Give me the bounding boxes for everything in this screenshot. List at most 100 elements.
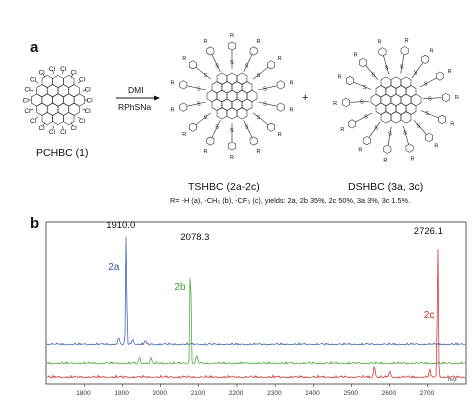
- s-atom-label: S: [263, 102, 267, 108]
- s-atom-label: S: [230, 60, 234, 66]
- series-label-2a: 2a: [108, 262, 120, 273]
- r-group-label: R: [455, 95, 459, 101]
- cl-atom-label: Cl: [49, 129, 56, 136]
- phenyl-ring: [179, 80, 188, 90]
- cl-atom-label: Cl: [30, 77, 37, 84]
- cl-bond: [29, 108, 34, 111]
- cl-atom-label: Cl: [85, 86, 92, 93]
- phenyl-ring: [405, 143, 414, 153]
- cl-bond: [34, 116, 39, 120]
- pchbc-core-ring: [52, 112, 64, 125]
- cl-atom-label: Cl: [60, 129, 67, 136]
- thioether-bond: [350, 101, 370, 103]
- dshbc-core-ring: [400, 111, 412, 124]
- x-tick-label: 2400: [305, 390, 320, 397]
- plus-sign: +: [302, 92, 308, 104]
- phenyl-ring: [346, 76, 354, 86]
- s-atom-label: S: [424, 82, 428, 88]
- x-tick-label: 1800: [76, 390, 91, 397]
- tshbc-core-ring: [236, 107, 248, 120]
- phenyl-ring: [425, 132, 433, 143]
- peak-label-2b: 2078.3: [180, 232, 209, 243]
- thioether-bond: [403, 125, 409, 145]
- thioether-bond: [243, 54, 253, 72]
- cl-bond: [62, 70, 64, 75]
- r-group-label: R: [378, 39, 382, 45]
- r-group-label: R: [230, 33, 234, 39]
- s-atom-label: S: [257, 73, 261, 79]
- cl-atom-label: Cl: [39, 125, 46, 132]
- cl-atom-label: Cl: [85, 108, 92, 115]
- s-atom-label: S: [425, 111, 429, 117]
- r-group-label: R: [182, 56, 186, 62]
- phenyl-ring: [359, 57, 367, 68]
- thioether-bond: [195, 112, 212, 125]
- thioether-bond: [383, 55, 389, 75]
- thioether-bond: [353, 81, 372, 90]
- phenyl-ring: [342, 97, 350, 108]
- phenyl-ring: [276, 80, 285, 90]
- phenyl-ring: [267, 60, 276, 70]
- s-atom-label: S: [203, 73, 207, 79]
- s-atom-label: S: [245, 125, 249, 131]
- r-group-label: R: [450, 122, 454, 128]
- tshbc-core-ring: [226, 107, 238, 120]
- cl-atom-label: Cl: [60, 66, 67, 73]
- tshbc-structure: S R S R S R S R S R S R S R S R S R S R S R S R S R S R: [171, 33, 294, 161]
- cl-atom-label: Cl: [71, 70, 78, 77]
- thioether-bond: [243, 120, 253, 138]
- cl-atom-label: Cl: [79, 77, 86, 84]
- phenyl-ring: [400, 46, 409, 56]
- thioether-bond: [187, 101, 206, 107]
- phenyl-ring: [267, 122, 276, 132]
- phenyl-ring: [421, 54, 430, 64]
- dshbc-structure: S R S R S R S R S R S R S R S R S R S R S R S R S R S R: [333, 38, 459, 164]
- s-atom-label: S: [215, 125, 219, 131]
- cl-atom-label: Cl: [23, 97, 30, 104]
- reagent-dmi: DMI: [128, 85, 144, 95]
- series-2a-trace: [46, 237, 466, 346]
- s-atom-label: S: [374, 126, 378, 132]
- dshbc-label: DSHBC (3a, 3c): [348, 181, 423, 193]
- cl-bond: [70, 73, 74, 78]
- tshbc-label: TSHBC (2a-2c): [188, 181, 260, 193]
- thioether-bond: [419, 77, 437, 88]
- s-atom-label: S: [363, 85, 367, 91]
- s-atom-label: S: [388, 132, 392, 138]
- cl-atom-label: Cl: [87, 97, 94, 104]
- r-group-label: R: [278, 132, 282, 138]
- phenyl-ring: [206, 136, 215, 146]
- phenyl-ring: [206, 46, 215, 56]
- cl-bond: [82, 89, 87, 92]
- cl-bond: [77, 80, 82, 84]
- thioether-bond: [422, 97, 442, 99]
- cl-atom-label: Cl: [30, 118, 37, 125]
- s-atom-label: S: [203, 115, 207, 121]
- thioether-bond: [420, 110, 439, 119]
- cl-atom-label: Cl: [71, 125, 78, 132]
- r-group-label: R: [204, 149, 208, 155]
- x-tick-label: 2200: [229, 390, 244, 397]
- thioether-bond: [411, 62, 424, 79]
- r-group-label: R: [182, 132, 186, 138]
- cl-bond: [29, 89, 34, 92]
- r-group-label: R: [333, 101, 337, 107]
- thioether-bond: [187, 85, 206, 91]
- s-atom-label: S: [263, 86, 267, 92]
- phenyl-ring: [228, 141, 236, 151]
- pchbc-label: PCHBC (1): [36, 147, 89, 159]
- r-group-label: R: [290, 80, 294, 86]
- cl-bond: [62, 125, 64, 130]
- cl-bond: [82, 108, 87, 111]
- thioether-bond: [413, 120, 427, 135]
- cl-bond: [52, 125, 54, 130]
- series-2b-trace: [46, 278, 466, 365]
- pchbc-core-ring: [41, 112, 53, 125]
- r-group-label: R: [405, 38, 409, 44]
- s-atom-label: S: [403, 131, 407, 137]
- thioether-bond: [365, 65, 379, 80]
- thioether-bond: [368, 121, 381, 138]
- phenyl-ring: [228, 41, 236, 51]
- r-group-label: R: [448, 69, 452, 75]
- phenyl-ring: [249, 136, 258, 146]
